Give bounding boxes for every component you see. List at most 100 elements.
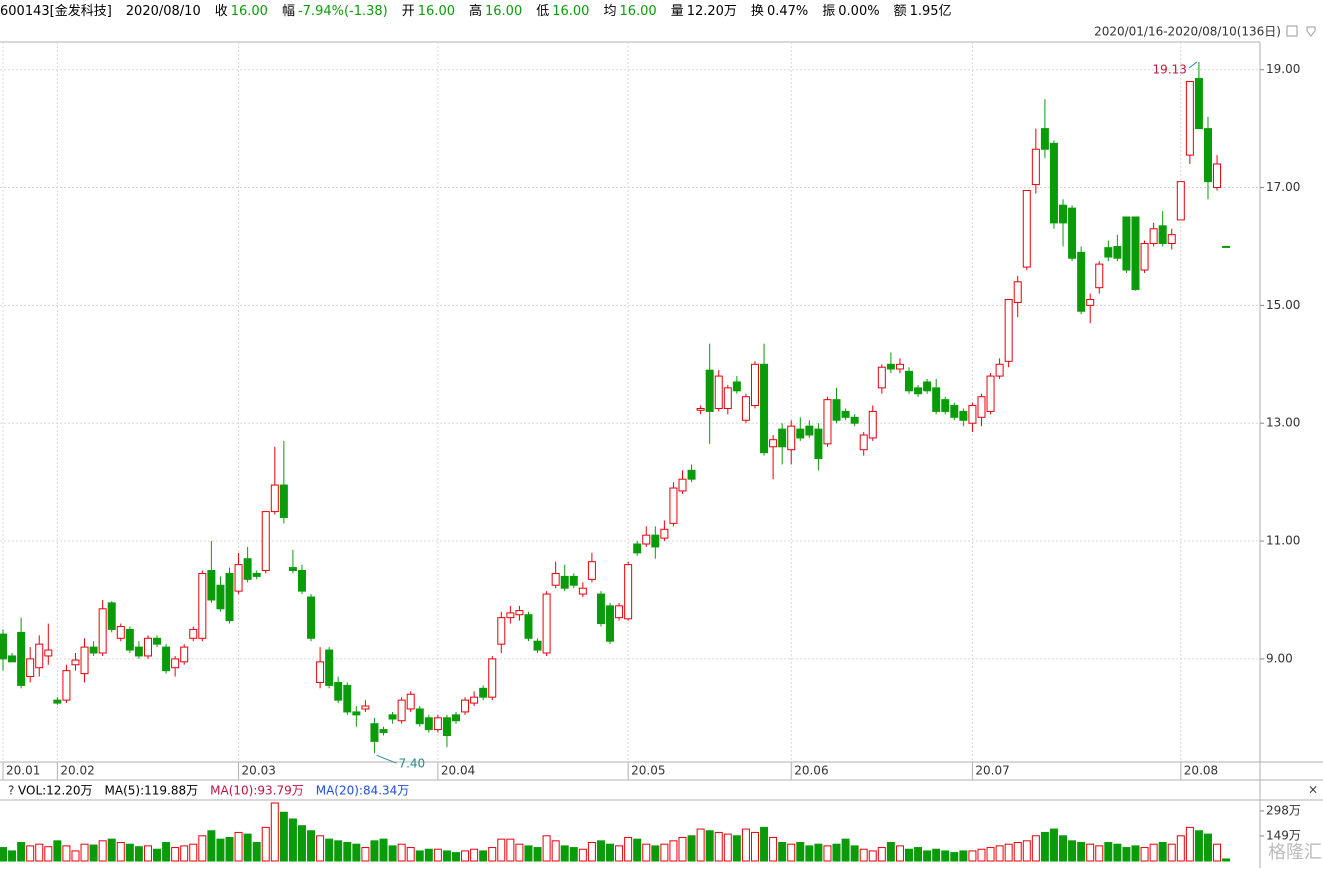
x-tick-label: 20.08 [1184,764,1218,778]
header-field: 振 0.00% [822,0,879,24]
volume-bar [995,845,1004,862]
volume-bar [261,826,270,862]
min-label: 7.40 [398,757,425,771]
candle-body [977,396,986,418]
volume-bar [515,843,524,862]
candle-body [732,381,741,392]
candle-body [560,575,569,589]
y-tick-label: 11.00 [1266,534,1300,548]
volume-bar [461,850,470,862]
candle-body [1031,148,1040,186]
candle-body [415,708,424,725]
volume-bar [1022,840,1031,862]
y-tick-label: 19.00 [1266,62,1300,76]
field-value: 0.00% [838,4,880,19]
field-value: 16.00 [619,4,657,19]
volume-bar [479,850,488,862]
volume-bar [134,846,143,862]
volume-bar [1040,831,1049,862]
candle-body [886,363,895,370]
candle-body [778,428,787,448]
volume-bar [497,838,506,862]
field-label: 幅 [281,4,295,19]
candle-body [1185,80,1194,156]
volume-bar [470,848,479,862]
volume-bar [125,843,134,862]
y2-tick-label: 298万 [1266,803,1301,817]
candle-body [1167,234,1176,245]
volume-bar [868,850,877,862]
candle-body [35,643,44,669]
candle-body [234,564,243,592]
icon[interactable] [1306,26,1316,37]
volume-bar [950,852,959,862]
volume-bar [1176,835,1185,862]
candle-body [252,572,261,577]
volume-bar [714,831,723,862]
volume-bar [252,842,261,862]
volume-bar [1222,858,1231,862]
y-tick-label: 13.00 [1266,416,1300,430]
max-label: 19.13 [1153,63,1187,77]
candle-body [116,625,125,639]
volume-bar [297,825,306,862]
candle-body [316,661,325,683]
candle-body [479,687,488,698]
volume-bar [198,835,207,862]
candle-body [189,628,198,639]
candle-body [17,631,26,686]
volume-bar [678,836,687,862]
candle-body [1040,128,1049,150]
volume-bar [687,835,696,862]
candle-body [343,684,352,713]
volume-bar [279,811,288,862]
volume-bar [107,838,116,862]
field-label: 量 [670,4,684,19]
volume-bar [1203,833,1212,862]
volume-bar [660,843,669,862]
volume-bar [325,838,334,862]
candle-body [805,425,814,436]
field-label: 均 [603,4,617,19]
volume-bar [406,847,415,862]
candle-body [769,439,778,448]
volume-bar [243,833,252,862]
candle-body [841,410,850,418]
volume-bar [361,847,370,862]
volume-bar [334,840,343,862]
volume-bar [877,847,886,862]
x-tick-label: 20.06 [794,764,828,778]
candle-body [1104,247,1113,258]
vol-help[interactable]: ? [8,784,14,798]
candle-body [1068,207,1077,259]
field-label: 额 [893,4,907,19]
volume-bar [696,828,705,862]
candle-body [705,369,714,412]
y2-tick-label: 149万 [1266,828,1301,842]
candle-body [1213,163,1222,189]
candle-body [433,717,442,731]
volume-bar [1059,835,1068,862]
candle-body [651,534,660,548]
candle-body [1158,225,1167,245]
candle-body [198,572,207,639]
candle-body [669,487,678,524]
volume-bar [162,842,171,862]
header-field: 量 12.20万 [671,0,737,24]
icon[interactable] [1286,25,1298,37]
candle-body [53,699,62,704]
field-label: 低 [536,4,550,19]
volume-bar [1049,828,1058,862]
volume-bar [615,845,624,862]
candle-body [243,558,252,580]
vol-close[interactable]: × [1308,783,1318,797]
field-label: 振 [822,4,836,19]
candle-body [1086,298,1095,306]
volume-bar [370,840,379,862]
field-value: 16.00 [485,4,523,19]
candle-body [379,729,388,734]
volume-bar [171,847,180,862]
volume-bar [433,848,442,862]
